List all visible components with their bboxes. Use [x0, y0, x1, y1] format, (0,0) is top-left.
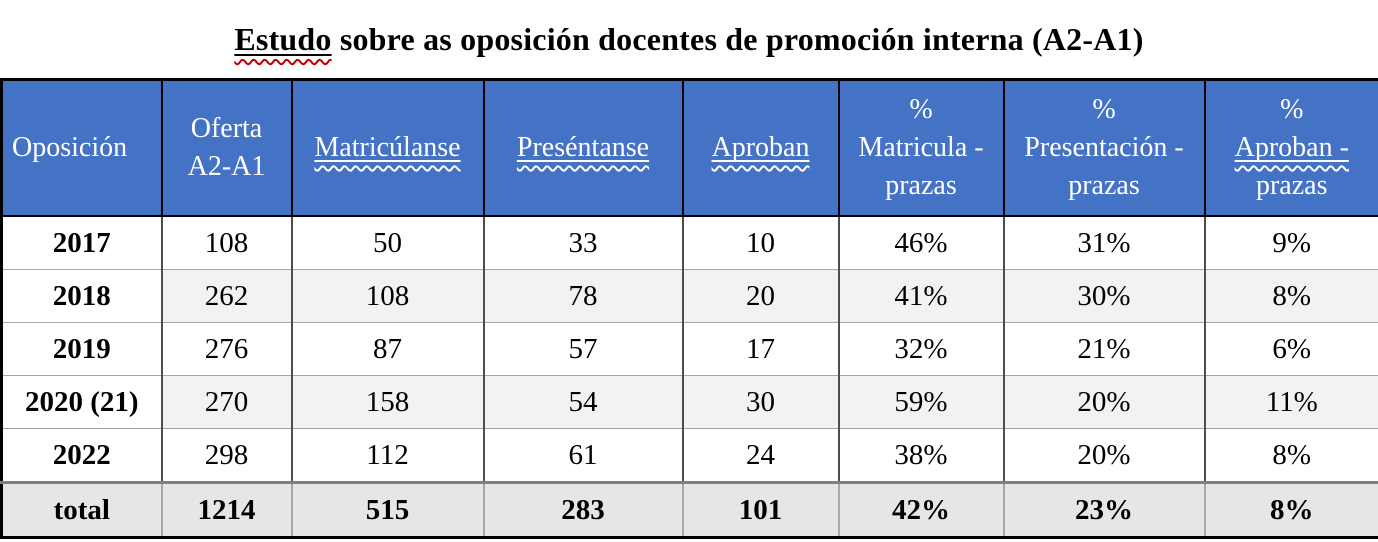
total-value-cell: 101	[681, 481, 839, 538]
value-cell: 112	[290, 428, 484, 483]
year-cell: 2019	[1, 322, 162, 376]
header-label-underlined: Aproban -	[1234, 131, 1349, 163]
header-row: Oposición Oferta A2-A1 Matricúlanse Pres…	[0, 78, 1378, 217]
value-cell: 32%	[837, 322, 1004, 376]
value-cell: 9%	[1203, 216, 1378, 270]
page-title: Estudo sobre as oposición docentes de pr…	[0, 0, 1378, 78]
value-cell: 78	[482, 269, 683, 323]
year-cell: 2022	[1, 428, 162, 483]
table-row-2018: 2018 262 108 78 20 41% 30% 8%	[1, 269, 1378, 323]
header-label: %	[909, 93, 933, 125]
header-label: prazas	[1068, 170, 1140, 202]
header-cell-pct-matricula: % Matricula - prazas	[837, 78, 1005, 217]
header-cell-aproban: Aproban	[681, 78, 840, 217]
header-label: A2-A1	[187, 151, 266, 182]
spellcheck-squiggle-word: Estudo	[234, 20, 332, 57]
value-cell: 6%	[1203, 322, 1378, 376]
title-rest: sobre as oposición docentes de promoción…	[331, 20, 1144, 57]
value-cell: 24	[681, 428, 839, 483]
value-cell: 20	[681, 269, 839, 323]
value-cell: 262	[160, 269, 292, 323]
value-cell: 108	[290, 269, 484, 323]
title-underlined-word: Estudo	[234, 21, 331, 58]
total-value-cell: 283	[482, 481, 683, 538]
header-label-underlined: Preséntanse	[516, 131, 650, 163]
value-cell: 30%	[1002, 269, 1205, 323]
value-cell: 59%	[837, 375, 1004, 429]
value-cell: 31%	[1002, 216, 1205, 270]
value-cell: 61	[482, 428, 683, 483]
total-value-cell: 23%	[1002, 481, 1205, 538]
header-cell-oposicion: Oposición	[0, 78, 163, 217]
value-cell: 8%	[1203, 428, 1378, 483]
table-row-2017: 2017 108 50 33 10 46% 31% 9%	[1, 216, 1378, 270]
value-cell: 30	[681, 375, 839, 429]
value-cell: 46%	[837, 216, 1004, 270]
total-value-cell: 515	[290, 481, 484, 538]
header-label: prazas	[1255, 170, 1328, 202]
total-value-cell: 8%	[1203, 481, 1378, 538]
value-cell: 108	[160, 216, 292, 270]
header-cell-pct-aproban: % Aproban - prazas	[1203, 78, 1378, 217]
value-cell: 8%	[1203, 269, 1378, 323]
table-row-2020-21: 2020 (21) 270 158 54 30 59% 20% 11%	[1, 375, 1378, 429]
value-cell: 17	[681, 322, 839, 376]
header-label: %	[1280, 93, 1304, 125]
value-cell: 276	[160, 322, 292, 376]
year-cell: 2018	[1, 269, 162, 323]
header-cell-oferta: Oferta A2-A1	[160, 78, 293, 217]
value-cell: 33	[482, 216, 683, 270]
table-row-2019: 2019 276 87 57 17 32% 21% 6%	[1, 322, 1378, 376]
table-body: 2017 108 50 33 10 46% 31% 9% 2018 262 10…	[1, 216, 1378, 538]
header-label: prazas	[885, 170, 957, 202]
total-value-cell: 1214	[160, 481, 292, 538]
opposition-stats-table: Oposición Oferta A2-A1 Matricúlanse Pres…	[0, 78, 1378, 539]
header-cell-pct-presentacion: % Presentación - prazas	[1002, 78, 1206, 217]
year-cell: 2017	[1, 216, 162, 270]
header-label-underlined: Matricúlanse	[314, 131, 461, 163]
header-label: Oferta	[190, 112, 263, 144]
value-cell: 20%	[1002, 428, 1205, 483]
value-cell: 38%	[837, 428, 1004, 483]
total-value-cell: 42%	[837, 481, 1004, 538]
year-cell: 2020 (21)	[1, 375, 162, 429]
value-cell: 20%	[1002, 375, 1205, 429]
value-cell: 57	[482, 322, 683, 376]
value-cell: 158	[290, 375, 484, 429]
value-cell: 298	[160, 428, 292, 483]
value-cell: 87	[290, 322, 484, 376]
header-cell-presentanse: Preséntanse	[482, 78, 684, 217]
header-label: Presentación -	[1024, 131, 1184, 163]
value-cell: 11%	[1203, 375, 1378, 429]
total-label-cell: total	[1, 481, 162, 538]
header-label-underlined: Aproban	[711, 131, 810, 163]
table-header: Oposición Oferta A2-A1 Matricúlanse Pres…	[0, 78, 1378, 217]
table-row-2022: 2022 298 112 61 24 38% 20% 8%	[1, 428, 1378, 483]
value-cell: 21%	[1002, 322, 1205, 376]
value-cell: 270	[160, 375, 292, 429]
value-cell: 54	[482, 375, 683, 429]
table-row-total: total 1214 515 283 101 42% 23% 8%	[1, 481, 1378, 538]
header-label: Oposición	[12, 131, 128, 163]
value-cell: 41%	[837, 269, 1004, 323]
header-cell-matriculanse: Matricúlanse	[290, 78, 485, 217]
header-label: %	[1092, 93, 1116, 125]
header-label: Matricula -	[858, 131, 984, 163]
value-cell: 50	[290, 216, 484, 270]
value-cell: 10	[681, 216, 839, 270]
